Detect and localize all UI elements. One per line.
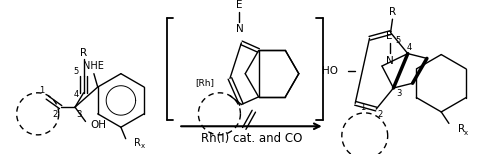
Text: 4: 4	[74, 90, 78, 99]
Text: 2: 2	[52, 110, 58, 119]
Text: 3: 3	[396, 89, 402, 98]
Text: N: N	[386, 56, 394, 66]
Text: 2: 2	[378, 110, 382, 119]
Text: HO: HO	[322, 66, 338, 76]
Text: N: N	[236, 24, 244, 34]
Text: 1: 1	[360, 103, 366, 112]
Text: 4: 4	[407, 43, 412, 52]
Text: 1: 1	[39, 86, 44, 95]
Text: 5: 5	[396, 36, 401, 45]
Text: E: E	[236, 0, 242, 10]
Text: R: R	[134, 138, 141, 148]
Text: R: R	[389, 6, 396, 16]
Text: Rh(I) cat. and CO: Rh(I) cat. and CO	[200, 132, 302, 145]
Text: 5: 5	[74, 67, 78, 76]
Text: [Rh]: [Rh]	[196, 78, 214, 87]
Text: NHE: NHE	[84, 61, 104, 71]
Text: 3: 3	[76, 110, 82, 119]
Text: x: x	[141, 143, 145, 149]
Text: E: E	[386, 31, 393, 41]
Text: OH: OH	[90, 120, 106, 130]
Text: R: R	[80, 48, 87, 58]
Text: x: x	[464, 130, 468, 136]
Text: R: R	[458, 124, 464, 134]
